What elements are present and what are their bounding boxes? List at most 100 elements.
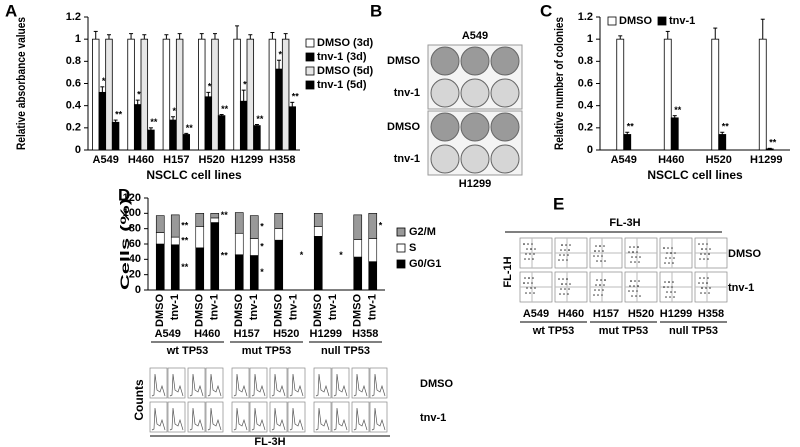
bar-segment (155, 243, 165, 291)
dot (530, 287, 532, 289)
dot (559, 293, 561, 295)
y-tick-label: 1 (587, 33, 593, 45)
x-tick-label: H1299 (750, 154, 782, 166)
bar-segment (234, 254, 244, 291)
x-tick-label: tnv-1 (169, 294, 181, 320)
legend-swatch (305, 80, 315, 90)
dot (597, 294, 599, 296)
histogram-trace (371, 373, 386, 397)
cell-line-label: H1299 (459, 178, 491, 190)
x-tick-label: A549 (611, 154, 637, 166)
legend-swatch (396, 227, 406, 237)
dot (707, 277, 709, 279)
bar (133, 104, 142, 151)
bar (105, 38, 113, 151)
bar-segment (234, 232, 244, 256)
dot (604, 260, 606, 262)
legend-label: tnv-1 (5d) (317, 79, 367, 91)
x-tick-label: A549 (93, 154, 119, 166)
histogram-trace (271, 373, 286, 397)
dot (673, 257, 675, 259)
dot (709, 248, 711, 250)
legend-swatch (657, 16, 667, 26)
y-tick-label: 1.2 (578, 11, 593, 23)
significance: ** (186, 123, 194, 133)
legend-swatch (305, 38, 315, 48)
dot (699, 277, 701, 279)
y-tick-label: 100 (123, 207, 141, 219)
dot (563, 254, 565, 256)
y-tick-label: 0.6 (578, 77, 593, 89)
legend-label: tnv-1 (669, 15, 695, 27)
dot (534, 248, 536, 250)
tp53-group-label: mut TP53 (242, 345, 292, 357)
bar-segment (274, 213, 284, 229)
y-axis-label: Counts (132, 379, 146, 421)
cell-line-label: H460 (558, 308, 584, 320)
dot (564, 249, 566, 251)
dot (664, 262, 666, 264)
dot (603, 245, 605, 247)
dot (634, 280, 636, 282)
dot (708, 253, 710, 255)
dot (703, 258, 705, 260)
bar (765, 148, 774, 151)
treatment-label: tnv-1 (394, 153, 420, 165)
histogram-trace (271, 407, 286, 431)
bar (233, 38, 241, 151)
histogram-trace (289, 407, 304, 431)
bar (288, 106, 296, 151)
dot (635, 295, 637, 297)
dot (666, 291, 668, 293)
bar-segment (313, 213, 323, 227)
y-tick-label: 0.8 (578, 55, 593, 67)
dot (631, 256, 633, 258)
plate-well (490, 144, 520, 174)
dot (635, 256, 637, 258)
bar (616, 38, 625, 151)
y-tick-label: 1.2 (66, 11, 81, 23)
bar (147, 129, 155, 151)
histogram-trace (151, 407, 166, 431)
bar-segment (368, 238, 378, 262)
plate-well (460, 144, 490, 174)
dot (707, 258, 709, 260)
tp53-group-label: null TP53 (321, 345, 370, 357)
dot (524, 258, 526, 260)
cell-line-label: H358 (352, 328, 378, 340)
dot (534, 287, 536, 289)
bar (140, 38, 149, 151)
dot (674, 252, 676, 254)
x-tick-label: DMSO (233, 294, 245, 327)
dot (531, 282, 533, 284)
significance: ** (181, 262, 189, 272)
bar (127, 38, 135, 151)
dot (630, 261, 632, 263)
dot (601, 294, 603, 296)
bar-segment (274, 239, 284, 291)
histogram-trace (251, 373, 266, 397)
legend-label: G0/G1 (409, 258, 441, 270)
x-tick-label: DMSO (273, 294, 285, 327)
legend-swatch (607, 16, 617, 26)
dot (597, 255, 599, 257)
x-tick-label: DMSO (312, 294, 324, 327)
y-tick-label: 0.4 (578, 100, 594, 112)
dot (701, 248, 703, 250)
cell-line-label: A549 (462, 30, 488, 42)
cell-line-label: H460 (194, 328, 220, 340)
dot (669, 296, 671, 298)
dot (528, 277, 530, 279)
dot (667, 286, 669, 288)
histogram-trace (151, 373, 166, 397)
significance: ** (221, 210, 229, 220)
bar-segment (155, 232, 165, 245)
dot (561, 244, 563, 246)
y-tick-label: 0 (587, 144, 593, 156)
significance: * (339, 250, 343, 260)
y-tick-label: 40 (129, 253, 141, 265)
dot (599, 245, 601, 247)
dot (706, 282, 708, 284)
dot (699, 258, 701, 260)
plate-well (460, 78, 490, 108)
